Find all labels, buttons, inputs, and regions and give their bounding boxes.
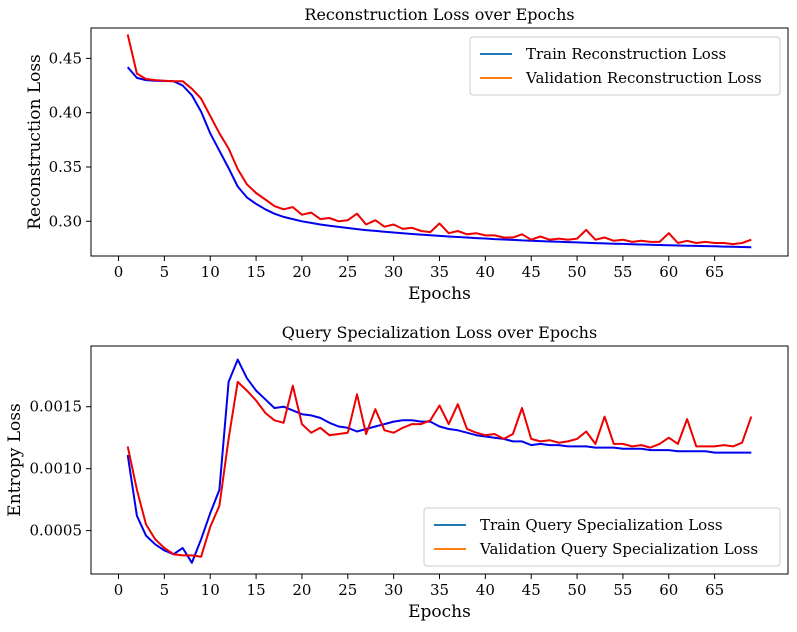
- x-tick-label: 45: [522, 581, 541, 599]
- legend: Train Query Specialization Loss Validatio…: [423, 507, 781, 567]
- x-tick-label: 50: [568, 581, 587, 599]
- x-tick-label: 60: [659, 581, 678, 599]
- x-tick-label: 5: [160, 581, 170, 599]
- x-tick-label: 40: [476, 263, 495, 281]
- series-lines: [126, 358, 753, 564]
- chart-title: Query Specialization Loss over Epochs: [282, 323, 597, 342]
- x-tick-label: 0: [114, 263, 124, 281]
- y-axis: 0.0005 0.0010 0.0015: [30, 398, 91, 540]
- query-specialization-loss-chart: Query Specialization Loss over Epochs 0 5 1…: [5, 323, 789, 622]
- x-tick-label: 30: [384, 263, 403, 281]
- x-tick-label: 55: [613, 263, 632, 281]
- y-axis-label: Reconstruction Loss: [25, 54, 45, 230]
- x-tick-label: 0: [114, 581, 124, 599]
- x-tick-label: 30: [384, 581, 403, 599]
- x-tick-label: 65: [705, 581, 724, 599]
- legend-entry: Train Query Specialization Loss: [480, 516, 723, 534]
- chart-title: Reconstruction Loss over Epochs: [304, 5, 574, 24]
- legend-entry: Train Reconstruction Loss: [526, 45, 726, 63]
- y-tick-label: 0.40: [49, 104, 82, 122]
- series-line-validation: [126, 34, 752, 246]
- series-line-train: [126, 66, 752, 249]
- y-axis: 0.30 0.35 0.40 0.45: [49, 49, 91, 230]
- x-axis: 0 5 10 15 20 25 30 35 40 45 50 55 60 65: [114, 574, 724, 599]
- x-tick-label: 15: [247, 581, 266, 599]
- x-tick-label: 55: [613, 581, 632, 599]
- legend-box: [469, 36, 781, 96]
- x-axis-label: Epochs: [408, 284, 471, 304]
- x-tick-label: 10: [201, 263, 220, 281]
- x-tick-label: 25: [338, 263, 357, 281]
- x-tick-label: 10: [201, 581, 220, 599]
- x-tick-label: 35: [430, 263, 449, 281]
- x-tick-label: 20: [292, 581, 311, 599]
- x-tick-label: 45: [522, 263, 541, 281]
- x-axis-label: Epochs: [408, 602, 471, 622]
- y-tick-label: 0.0005: [30, 522, 83, 540]
- x-tick-label: 65: [705, 263, 724, 281]
- series-line-validation: [126, 380, 753, 558]
- x-tick-label: 20: [292, 263, 311, 281]
- series-line-train: [126, 358, 752, 564]
- legend: Train Reconstruction Loss Validation Reco…: [469, 36, 781, 96]
- x-tick-label: 60: [659, 263, 678, 281]
- series-lines: [126, 34, 752, 249]
- y-tick-label: 0.45: [49, 49, 82, 67]
- x-tick-label: 5: [160, 263, 170, 281]
- y-tick-label: 0.35: [49, 158, 82, 176]
- x-tick-label: 35: [430, 581, 449, 599]
- x-tick-label: 15: [247, 263, 266, 281]
- y-tick-label: 0.0010: [30, 460, 83, 478]
- legend-entry: Validation Reconstruction Loss: [525, 69, 762, 87]
- x-tick-label: 50: [568, 263, 587, 281]
- y-tick-label: 0.30: [49, 212, 82, 230]
- x-tick-label: 40: [476, 581, 495, 599]
- legend-box: [423, 507, 781, 567]
- y-axis-label: Entropy Loss: [5, 403, 25, 516]
- x-axis: 0 5 10 15 20 25 30 35 40 45 50 55 60 65: [114, 256, 724, 281]
- y-tick-label: 0.0015: [30, 398, 83, 416]
- x-tick-label: 25: [338, 581, 357, 599]
- reconstruction-loss-chart: Reconstruction Loss over Epochs 0 5 10 15 20 2…: [25, 5, 789, 304]
- legend-entry: Validation Query Specialization Loss: [479, 540, 758, 558]
